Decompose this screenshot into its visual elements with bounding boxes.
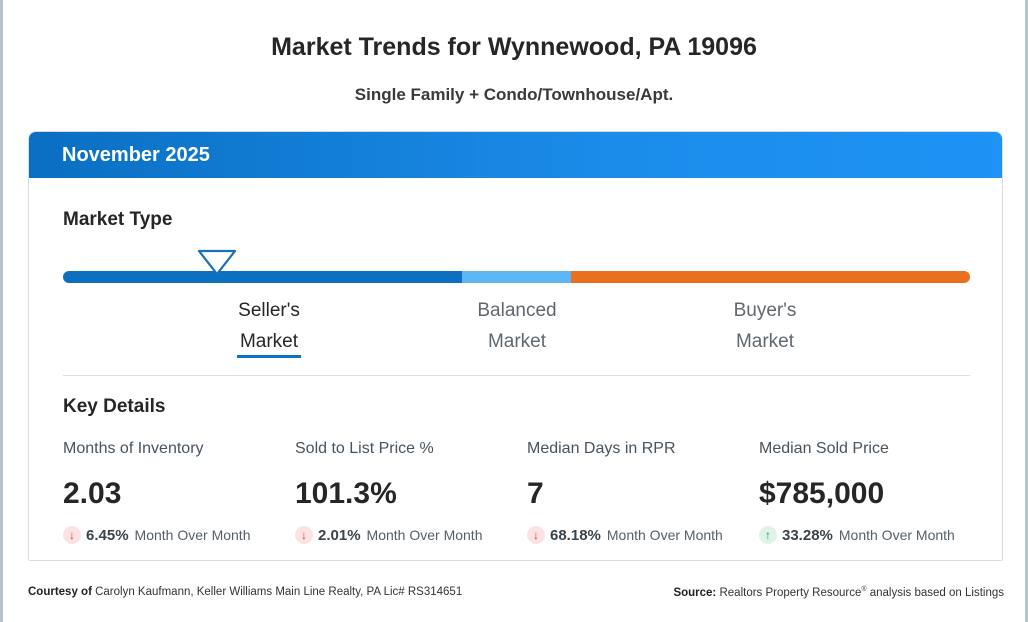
stat-change: ↓ 2.01% Month Over Month — [295, 526, 515, 544]
stat-value: 7 — [527, 477, 544, 510]
stat-value: 101.3% — [295, 477, 397, 510]
arrow-down-icon: ↓ — [63, 526, 81, 544]
market-type-heading: Market Type — [63, 209, 173, 230]
sellers-market-label: Seller's Market — [238, 300, 300, 352]
courtesy-label: Courtesy of — [28, 586, 92, 598]
stat-sold-to-list: Sold to List Price % 101.3% ↓ 2.01% Mont… — [295, 440, 515, 544]
stat-months-of-inventory: Months of Inventory 2.03 ↓ 6.45% Month O… — [63, 440, 283, 544]
card-header: November 2025 — [29, 132, 1002, 178]
change-period: Month Over Month — [838, 527, 955, 543]
stat-median-days: Median Days in RPR 7 ↓ 68.18% Month Over… — [527, 440, 747, 544]
change-period: Month Over Month — [606, 527, 723, 543]
source-text-end: analysis based on Listings — [866, 586, 1004, 599]
stat-median-sold-price: Median Sold Price $785,000 ↑ 33.28% Mont… — [759, 440, 979, 544]
page-title: Market Trends for Wynnewood, PA 19096 — [271, 33, 757, 61]
change-period: Month Over Month — [134, 527, 251, 543]
period-label: November 2025 — [62, 143, 210, 166]
stat-label: Months of Inventory — [63, 440, 204, 457]
change-percent: 2.01% — [318, 526, 361, 544]
source-label: Source: — [673, 586, 717, 599]
courtesy-text: Carolyn Kaufmann, Keller Williams Main L… — [95, 586, 463, 598]
left-border — [0, 0, 3, 622]
stat-label: Sold to List Price % — [295, 440, 434, 457]
registered-mark: ® — [861, 586, 867, 593]
buyer-segment — [570, 271, 970, 283]
source-text: Realtors Property Resource — [719, 586, 862, 599]
market-trends-card: November 2025 Market Type Seller's Marke… — [28, 131, 1003, 561]
key-details-heading: Key Details — [63, 396, 166, 417]
stat-change: ↓ 6.45% Month Over Month — [63, 526, 283, 544]
arrow-up-icon: ↑ — [759, 526, 777, 544]
market-type-bar — [63, 271, 970, 283]
change-percent: 68.18% — [550, 526, 601, 544]
stat-value: 2.03 — [63, 477, 122, 510]
change-percent: 33.28% — [782, 526, 833, 544]
balanced-market-label: Balanced Market — [477, 300, 557, 352]
arrow-down-icon: ↓ — [295, 526, 313, 544]
stat-change: ↑ 33.28% Month Over Month — [759, 526, 979, 544]
buyers-market-label: Buyer's Market — [733, 300, 797, 352]
stat-change: ↓ 68.18% Month Over Month — [527, 526, 747, 544]
stat-value: $785,000 — [759, 477, 885, 510]
change-period: Month Over Month — [366, 527, 483, 543]
seller-segment — [63, 271, 463, 283]
stat-label: Median Sold Price — [759, 440, 889, 457]
section-divider — [63, 375, 970, 376]
triangle-marker-icon — [198, 249, 237, 276]
courtesy-footer: Courtesy of Carolyn Kaufmann, Keller Wil… — [28, 586, 462, 598]
arrow-down-icon: ↓ — [527, 526, 545, 544]
right-border — [1025, 0, 1028, 622]
active-market-underline — [237, 355, 301, 358]
change-percent: 6.45% — [86, 526, 129, 544]
page-subtitle: Single Family + Condo/Townhouse/Apt. — [354, 85, 674, 104]
balanced-segment — [462, 271, 571, 283]
source-footer: Source: Realtors Property Resource® anal… — [673, 586, 1004, 599]
stat-label: Median Days in RPR — [527, 440, 676, 457]
